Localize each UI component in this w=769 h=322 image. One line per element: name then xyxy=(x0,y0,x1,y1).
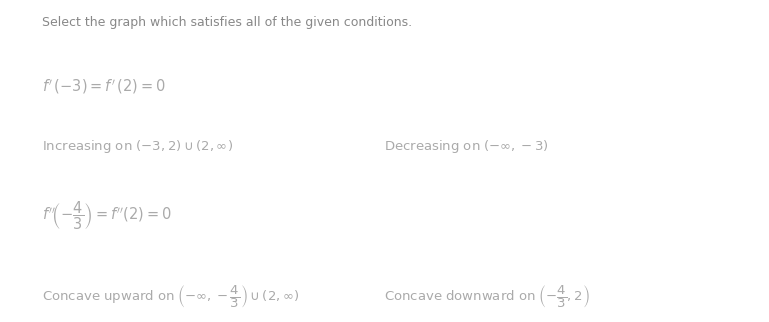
Text: Decreasing on $(-\infty, -3)$: Decreasing on $(-\infty, -3)$ xyxy=(384,138,549,156)
Text: Select the graph which satisfies all of the given conditions.: Select the graph which satisfies all of … xyxy=(42,16,412,29)
Text: Concave upward on $\left(-\infty, -\dfrac{4}{3}\right) \cup (2, \infty)$: Concave upward on $\left(-\infty, -\dfra… xyxy=(42,283,300,310)
Text: Increasing on $(-3, 2) \cup (2, \infty)$: Increasing on $(-3, 2) \cup (2, \infty)$ xyxy=(42,138,233,156)
Text: $f''\!\left(-\dfrac{4}{3}\right) = f''(2) = 0$: $f''\!\left(-\dfrac{4}{3}\right) = f''(2… xyxy=(42,200,172,232)
Text: $f'\,(-3) = f'\,(2) = 0$: $f'\,(-3) = f'\,(2) = 0$ xyxy=(42,77,166,96)
Text: Concave downward on $\left(-\dfrac{4}{3}, 2\right)$: Concave downward on $\left(-\dfrac{4}{3}… xyxy=(384,283,591,310)
